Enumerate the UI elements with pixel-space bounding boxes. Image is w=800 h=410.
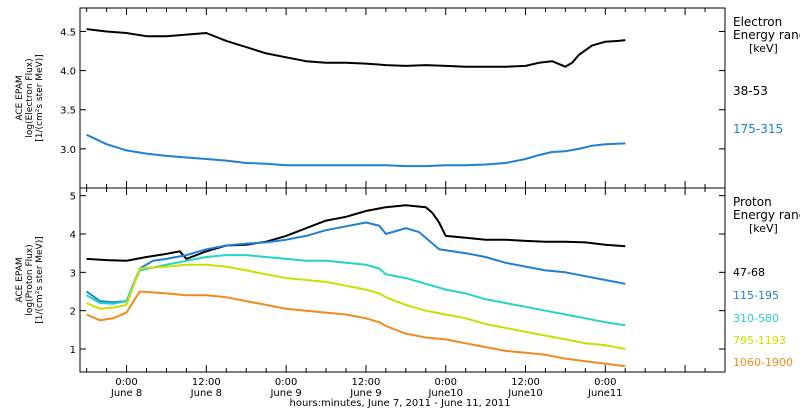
- electron-ytick-label: 3.5: [60, 106, 76, 117]
- x-tick-date-label: June10: [507, 388, 543, 399]
- proton-y-axis-label-line: log(Proton Flux): [25, 244, 35, 315]
- proton-legend-310-580: 310-580: [733, 312, 779, 325]
- proton-y-axis-label-line: ACE EPAM: [15, 257, 25, 302]
- electron-y-axis-label-line: log(Electron Flux): [25, 58, 35, 137]
- electron-legend-title: Energy range: [733, 28, 800, 42]
- proton-ytick-label: 3: [70, 268, 76, 279]
- x-axis-label: hours:minutes, June 7, 2011 - June 11, 2…: [290, 398, 511, 409]
- electron-series-175-315: [86, 133, 626, 168]
- proton-legend-795-1193: 795-1193: [733, 334, 786, 347]
- proton-series-310-580: [86, 254, 626, 327]
- proton-legend-title: Proton: [733, 195, 772, 209]
- proton-legend-1060-1900: 1060-1900: [733, 356, 793, 369]
- proton-ytick-label: 2: [70, 307, 76, 318]
- proton-ytick-label: 4: [70, 230, 76, 241]
- proton-legend-title: [keV]: [749, 222, 778, 235]
- proton-legend-115-195: 115-195: [733, 289, 779, 302]
- proton-ytick-label: 1: [70, 345, 76, 356]
- proton-series-1060-1900: [86, 290, 626, 368]
- x-tick-time-label: 0:00: [594, 377, 616, 388]
- electron-ytick-label: 4.5: [60, 27, 76, 38]
- proton-series-47-68: [86, 204, 626, 262]
- x-tick-time-label: 0:00: [434, 377, 456, 388]
- electron-legend-175-315: 175-315: [733, 122, 783, 136]
- proton-legend-title: Energy range: [733, 208, 800, 222]
- proton-series-795-1193: [86, 263, 626, 350]
- proton-ytick-label: 5: [70, 192, 76, 203]
- electron-y-axis-label-line: [1/(cm²s ster MeV)]: [35, 54, 45, 141]
- electron-legend-38-53: 38-53: [733, 84, 768, 98]
- electron-series-38-53: [86, 28, 626, 68]
- proton-plot-frame: [79, 187, 726, 373]
- proton-series-115-195: [86, 221, 626, 304]
- proton-y-axis-label: ACE EPAMlog(Proton Flux)[1/(cm²s ster Me…: [15, 236, 45, 323]
- electron-ytick-label: 3.0: [60, 145, 76, 156]
- x-tick-date-label: June10: [427, 388, 463, 399]
- electron-legend-title: [keV]: [749, 42, 778, 55]
- proton-panel: 1 2 3 4 5 ACE EPAMlog(Proton Flux)[1/(cm²s st…: [15, 187, 800, 373]
- electron-y-axis-label-line: ACE EPAM: [15, 75, 25, 120]
- x-tick-date-label: June 9: [269, 388, 301, 399]
- x-tick-date-label: June 9: [349, 388, 381, 399]
- x-tick-time-label: 0:00: [115, 377, 137, 388]
- x-tick-date-label: June 8: [110, 388, 142, 399]
- x-tick-time-label: 0:00: [275, 377, 297, 388]
- proton-y-axis-label-line: [1/(cm²s ster MeV)]: [35, 236, 45, 323]
- electron-y-axis-label: ACE EPAMlog(Electron Flux)[1/(cm²s ster …: [15, 54, 45, 141]
- x-tick-time-label: 12:00: [511, 377, 540, 388]
- x-tick-date-label: June 8: [190, 388, 222, 399]
- proton-legend-47-68: 47-68: [733, 266, 765, 279]
- x-tick-time-label: 12:00: [192, 377, 221, 388]
- electron-panel: 3.0 3.5 4.0 4.5 ACE EPAMlog(Electron Flux)[1…: [15, 7, 800, 189]
- x-tick-date-label: June11: [587, 388, 623, 399]
- electron-legend-title: Electron: [733, 15, 782, 29]
- electron-ytick-label: 4.0: [60, 67, 76, 78]
- x-tick-time-label: 12:00: [352, 377, 381, 388]
